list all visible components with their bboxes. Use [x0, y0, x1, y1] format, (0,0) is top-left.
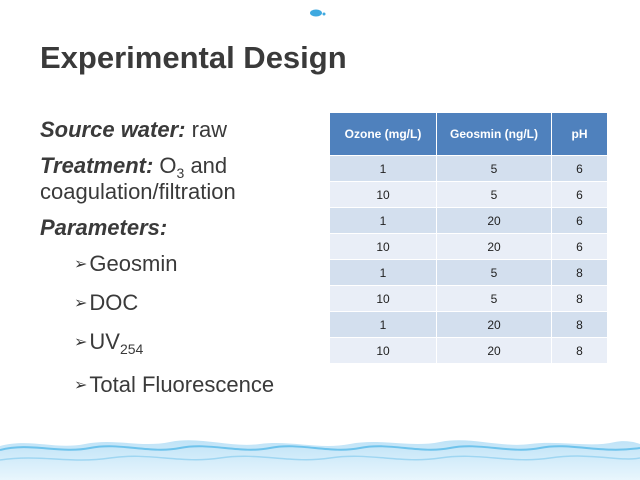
source-water-label: Source water:	[40, 117, 186, 142]
parameter-text: Geosmin	[89, 251, 178, 276]
table-cell: 20	[436, 311, 552, 338]
design-details: Source water: raw Treatment: O3 and coag…	[40, 117, 274, 401]
column-header: Geosmin (ng/L)	[436, 113, 552, 156]
column-header: Ozone (mg/L)	[330, 113, 437, 156]
table-row: 1 20 8	[330, 311, 608, 338]
treatment-value-post: and	[184, 153, 228, 178]
table-cell: 6	[551, 233, 608, 260]
water-drop-logo-icon	[310, 9, 326, 17]
table-row: 10 20 6	[330, 233, 608, 260]
source-water-value: raw	[185, 117, 228, 142]
table-cell: 1	[330, 259, 437, 286]
parameter-text: UV	[89, 329, 120, 354]
parameters-line: Parameters:	[40, 215, 274, 241]
parameter-item: ➢DOC	[74, 290, 274, 319]
parameter-text: DOC	[89, 290, 139, 315]
table-row: 10 5 8	[330, 285, 608, 312]
arrow-bullet-icon: ➢	[74, 295, 88, 312]
treatment-line-2: coagulation/filtration	[40, 179, 236, 204]
table-cell: 5	[436, 259, 552, 286]
table-cell: 8	[551, 285, 608, 312]
table-cell: 10	[330, 233, 437, 260]
table-cell: 5	[436, 181, 552, 208]
parameters-list: ➢Geosmin ➢DOC ➢UV254 ➢Total Fluorescence	[40, 251, 274, 401]
parameters-label: Parameters:	[40, 215, 168, 240]
treatment-line: Treatment: O3 and	[40, 153, 274, 181]
water-wave-footer-icon	[0, 440, 640, 480]
table-cell: 8	[551, 311, 608, 338]
table-row: 10 20 8	[330, 337, 608, 363]
parameter-item: ➢Geosmin	[74, 251, 274, 280]
table-cell: 5	[436, 155, 552, 182]
table-cell: 6	[551, 181, 608, 208]
table-header-row: Ozone (mg/L) Geosmin (ng/L) pH	[330, 113, 608, 156]
table-cell: 10	[330, 337, 437, 363]
parameter-subscript: 254	[119, 341, 144, 357]
treatment-value-sub: 3	[176, 165, 185, 181]
table-cell: 5	[436, 285, 552, 312]
table-cell: 1	[330, 311, 437, 338]
table-cell: 20	[436, 207, 552, 234]
table-cell: 8	[551, 337, 608, 363]
source-water-line: Source water: raw	[40, 117, 274, 143]
table-body: 1 5 6 10 5 6 1 20 6 10 20 6 1 5 8 10 5 8 1 20 8 10 20 8	[330, 155, 608, 363]
table-cell: 20	[436, 233, 552, 260]
parameter-item: ➢Total Fluorescence	[74, 372, 274, 401]
table-cell: 6	[551, 207, 608, 234]
table-cell: 1	[330, 207, 437, 234]
arrow-bullet-icon: ➢	[74, 334, 88, 351]
arrow-bullet-icon: ➢	[74, 377, 88, 394]
parameter-text: Total Fluorescence	[89, 372, 275, 397]
table-cell: 6	[551, 155, 608, 182]
table-cell: 8	[551, 259, 608, 286]
column-header: pH	[551, 113, 608, 156]
treatment-label: Treatment:	[40, 153, 154, 178]
treatment-value-pre: O	[153, 153, 177, 178]
table-row: 10 5 6	[330, 181, 608, 208]
experimental-design-table: Ozone (mg/L) Geosmin (ng/L) pH 1 5 6 10 5 6 1 20 6…	[330, 113, 608, 363]
arrow-bullet-icon: ➢	[74, 256, 88, 273]
table-cell: 10	[330, 181, 437, 208]
table-cell: 20	[436, 337, 552, 363]
slide-title: Experimental Design	[40, 40, 347, 75]
parameter-item: ➢UV254	[74, 329, 274, 362]
table-cell: 10	[330, 285, 437, 312]
table-cell: 1	[330, 155, 437, 182]
table-row: 1 20 6	[330, 207, 608, 234]
